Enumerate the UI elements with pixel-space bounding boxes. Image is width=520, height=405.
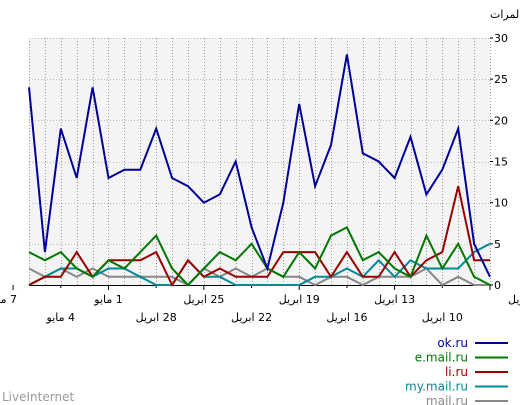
x-tick-label: 4 مايو (46, 311, 75, 324)
y-tick-label: 5 (494, 238, 501, 251)
legend-label: mail.ru (426, 394, 468, 405)
y-axis-title: المرات (490, 8, 520, 21)
x-tick-label: 10 ابريل (422, 311, 463, 324)
x-tick-label: 13 ابريل (374, 293, 415, 306)
x-tick-label: 7 ابريل (508, 293, 520, 306)
series-line-e-mail-ru (28, 226, 491, 287)
legend-label: my.mail.ru (405, 380, 468, 394)
y-tick-label: 0 (494, 279, 501, 292)
y-axis-ticks: 0 5 10 15 20 25 30 (490, 32, 508, 292)
y-tick-label: 20 (494, 114, 508, 127)
y-tick-label: 30 (494, 32, 508, 45)
x-tick-label: 22 ابريل (231, 311, 272, 324)
series-line-my-mail-ru (28, 242, 491, 286)
series-line-ok-ru (28, 54, 491, 278)
x-tick-label: 16 ابريل (326, 311, 367, 324)
x-tick-label: 1 مايو (93, 293, 122, 306)
series-lines (28, 54, 491, 288)
x-tick-label: 7 مايو (0, 293, 17, 306)
x-tick-label: 25 ابريل (183, 293, 224, 306)
y-tick-label: 25 (494, 73, 508, 86)
x-tick-label: 28 ابريل (136, 311, 177, 324)
legend-label: e.mail.ru (415, 351, 468, 365)
y-tick-label: 15 (494, 156, 508, 169)
legend-label: ok.ru (437, 336, 468, 350)
x-axis-ticks: 7 مايو 1 مايو 25 ابريل 19 ابريل 13 ابريل 7 اب… (0, 285, 520, 324)
x-tick-label: 19 ابريل (279, 293, 320, 306)
watermark: LiveInternet (2, 390, 74, 404)
legend-label: li.ru (445, 365, 468, 379)
y-tick-label: 10 (494, 197, 508, 210)
